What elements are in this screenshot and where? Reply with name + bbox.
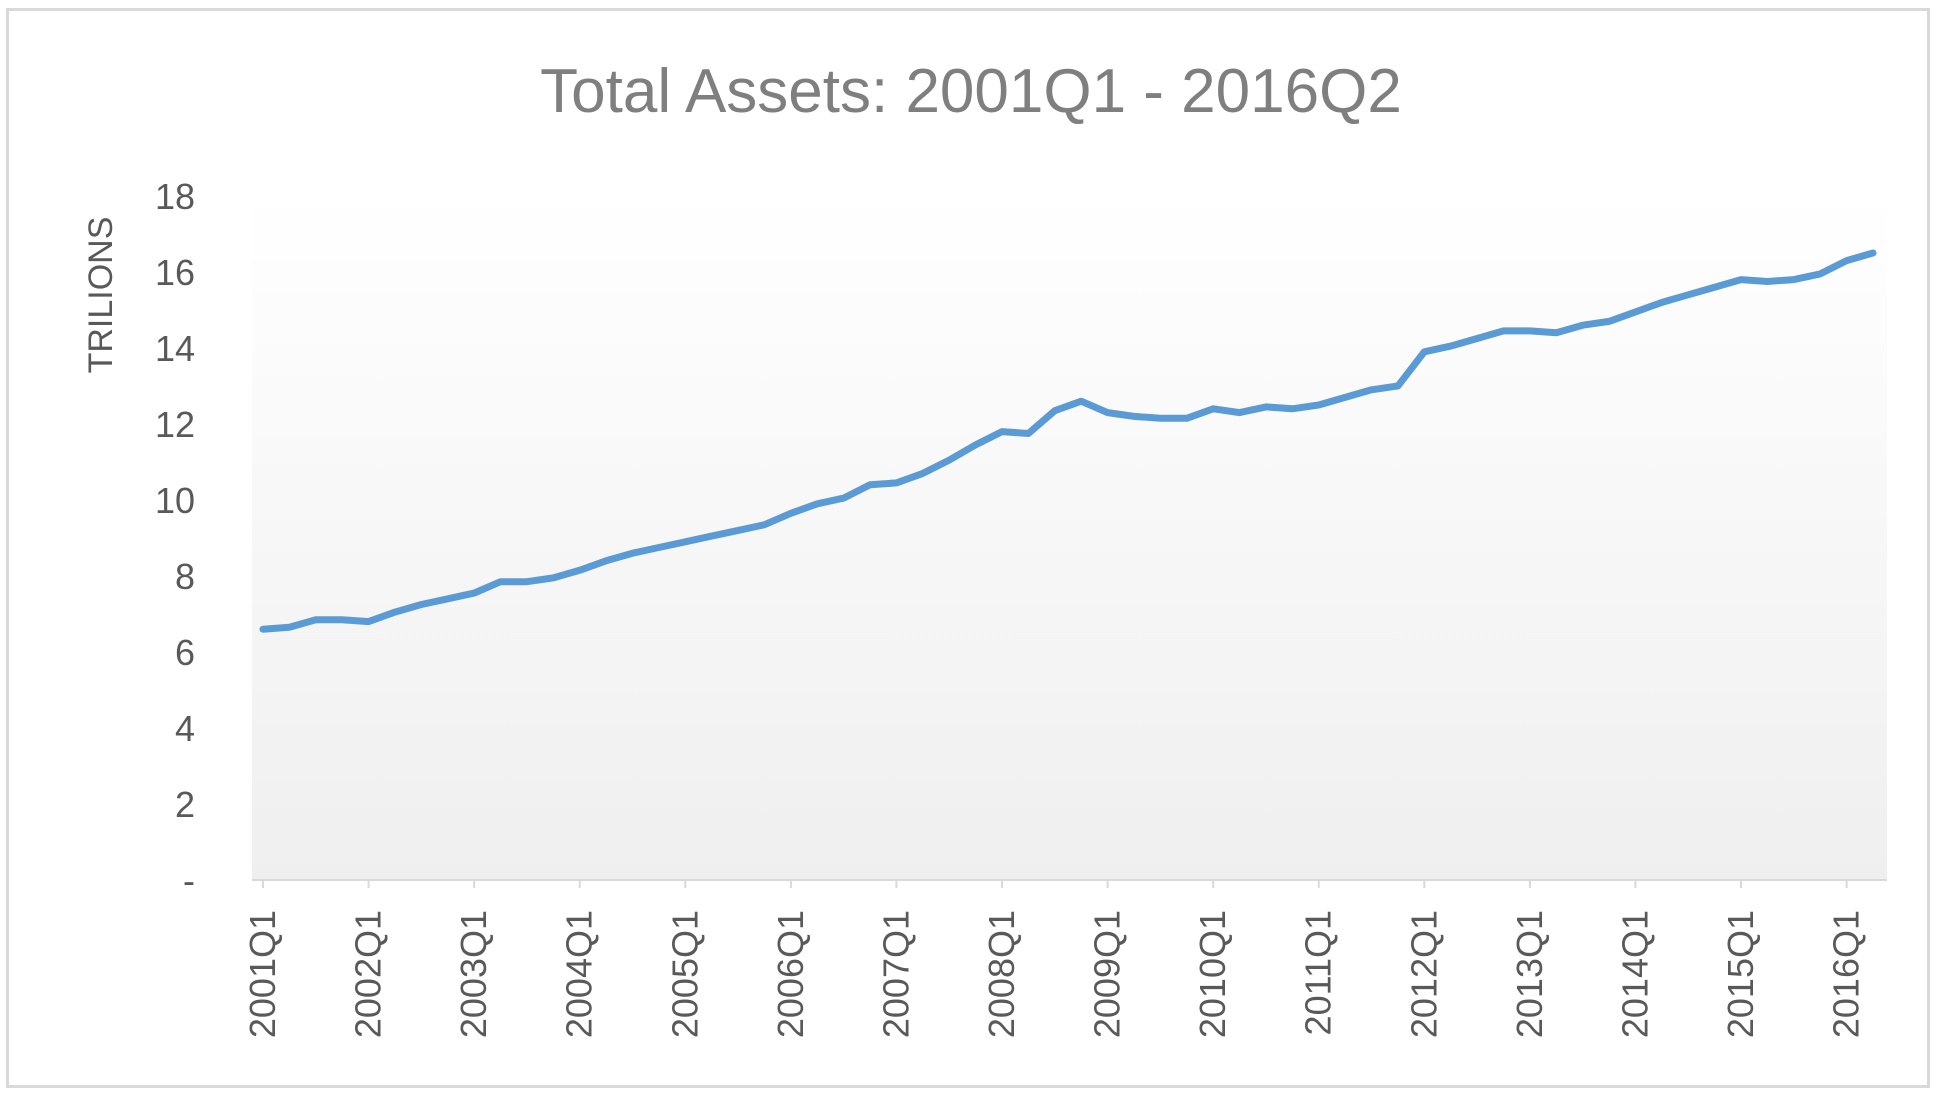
x-tick-label: 2010Q1: [1192, 910, 1233, 1038]
y-tick-label: 8: [175, 556, 195, 597]
x-tick-label: 2016Q1: [1826, 910, 1867, 1038]
y-tick-label: 18: [155, 176, 195, 217]
y-tick-label: 2: [175, 784, 195, 825]
x-tick-label: 2007Q1: [875, 910, 916, 1038]
y-tick-label: 4: [175, 708, 195, 749]
x-tick-label: 2004Q1: [559, 910, 600, 1038]
x-tick-label: 2008Q1: [981, 910, 1022, 1038]
x-tick-label: 2012Q1: [1403, 910, 1444, 1038]
x-tick-label: 2006Q1: [770, 910, 811, 1038]
y-tick-label: 16: [155, 252, 195, 293]
x-tick-label: 2005Q1: [664, 910, 705, 1038]
y-tick-label: 14: [155, 328, 195, 369]
y-tick-label: 12: [155, 404, 195, 445]
y-axis-ticks: - 2 4 6 8 10 12 14 16 18: [155, 176, 195, 901]
y-tick-label: -: [183, 860, 195, 901]
x-tick-label: 2014Q1: [1614, 910, 1655, 1038]
y-tick-label: 10: [155, 480, 195, 521]
x-tick-label: 2002Q1: [348, 910, 389, 1038]
y-tick-label: 6: [175, 632, 195, 673]
x-tick-label: 2015Q1: [1720, 910, 1761, 1038]
x-tick-label: 2003Q1: [453, 910, 494, 1038]
x-axis-ticks: 2001Q1 2002Q1 2003Q1 2004Q1 2005Q1 2006Q1 2007…: [242, 880, 1867, 1038]
x-tick-label: 2013Q1: [1509, 910, 1550, 1038]
plot-area: [252, 190, 1887, 880]
y-axis-label: TRILIONS: [82, 217, 120, 374]
x-tick-label: 2001Q1: [242, 910, 283, 1038]
series-line-total-assets: [259, 249, 1877, 633]
chart-title: Total Assets: 2001Q1 - 2016Q2: [540, 57, 1402, 126]
x-tick-label: 2009Q1: [1087, 910, 1128, 1038]
x-tick-label: 2011Q1: [1298, 910, 1339, 1035]
